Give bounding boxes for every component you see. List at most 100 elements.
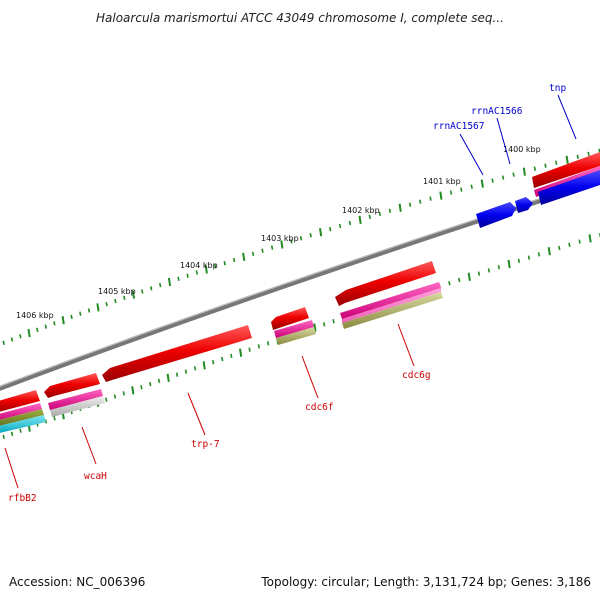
outer-scale-tick — [576, 154, 579, 159]
leader-rfbB2 — [4, 447, 19, 489]
inner-scale-tick — [248, 347, 251, 352]
outer-scale-tick — [319, 228, 323, 237]
map-title: Haloarcula marismortui ATCC 43049 chromo… — [96, 11, 504, 25]
outer-scale-tick — [501, 175, 505, 180]
gene-label-wcaH[interactable]: wcaH — [84, 471, 107, 482]
outer-scale-tick — [141, 289, 144, 294]
outer-scale-tick — [544, 163, 547, 168]
inner-scale-tick — [10, 431, 14, 436]
inner-scale-tick — [323, 322, 326, 327]
inner-scale-tick — [184, 369, 188, 374]
scale-label-1401kbp: 1401 kbp — [423, 177, 461, 186]
outer-scale-tick — [460, 187, 463, 192]
inner-scale-tick — [149, 381, 152, 387]
outer-scale-tick — [480, 179, 484, 188]
leader-rrnAC1566 — [496, 117, 511, 165]
outer-scale-tick — [261, 248, 264, 253]
inner-scale-tick — [2, 434, 5, 440]
outer-scale-tick — [565, 155, 569, 164]
outer-scale-tick — [419, 199, 422, 204]
inner-scale-tick — [105, 397, 108, 402]
outer-scale-tick — [449, 190, 453, 195]
gene-arrow-rrnAC1566[interactable] — [515, 197, 533, 213]
outer-scale-tick — [27, 328, 31, 338]
gene-label-rrnAC1567[interactable]: rrnAC1567 — [433, 121, 484, 132]
inner-scale-tick — [221, 356, 224, 362]
inner-scale-tick — [458, 277, 461, 283]
inner-scale-tick — [487, 268, 491, 273]
gene-label-trp-7[interactable]: trp-7 — [191, 439, 220, 450]
forward-gene-track — [0, 152, 600, 413]
feature-magenta-cdc6g — [340, 282, 441, 319]
outer-scale-tick — [378, 211, 381, 216]
inner-scale-tick — [19, 428, 22, 433]
inner-scale-tick — [467, 272, 471, 281]
inner-scale-tick — [230, 353, 233, 359]
outer-scale-tick — [10, 337, 14, 342]
outer-scale-tick — [338, 223, 342, 229]
inner-scale-tick — [578, 239, 581, 244]
scale-label-1406kbp: 1406 kbp — [16, 311, 54, 320]
inner-scale-tick — [547, 247, 551, 256]
outer-scale-tick — [348, 220, 352, 226]
outer-scale-tick — [214, 264, 217, 269]
gene-arrow-trp-7[interactable] — [102, 325, 252, 382]
outer-scale-tick — [358, 215, 362, 225]
inner-scale-tick — [558, 245, 561, 251]
gene-arrow-wcaH[interactable] — [44, 373, 100, 398]
gene-arrow-tnp[interactable] — [538, 170, 600, 205]
inner-scale-tick — [527, 255, 531, 260]
inner-scale-tick — [175, 372, 179, 377]
outer-scale-tick — [87, 308, 91, 313]
inner-scale-tick — [266, 341, 270, 346]
leader-wcaH — [81, 426, 97, 465]
feature-magenta-wcaH — [48, 389, 103, 410]
outer-scale-tick — [398, 203, 402, 212]
outer-scale-tick — [242, 252, 246, 262]
inner-scale-tick — [239, 348, 243, 357]
outer-scale-tick — [290, 239, 293, 244]
outer-scale-tick — [177, 276, 180, 281]
outer-scale-tick — [408, 202, 412, 207]
inner-scale-tick — [517, 258, 521, 263]
outer-scale-tick — [53, 321, 56, 326]
feature-olive-cdc6f — [276, 327, 316, 345]
outer-scale-tick — [470, 184, 473, 189]
outer-scale-tick — [195, 270, 198, 275]
gene-label-cdc6g[interactable]: cdc6g — [402, 370, 431, 381]
inner-scale-tick — [507, 259, 511, 269]
accession-text: Accession: NC_006396 — [9, 575, 145, 589]
scale-label-1402kbp: 1402 kbp — [342, 206, 380, 215]
reverse-gene-track — [476, 170, 600, 228]
gene-arrow-rrnAC1567[interactable] — [476, 202, 516, 228]
outer-scale-tick — [439, 191, 443, 200]
scale-label-1403kbp: 1403 kbp — [261, 234, 299, 243]
inner-scale-tick — [193, 366, 197, 371]
outer-scale-tick — [270, 245, 274, 250]
inner-scale-tick — [448, 281, 451, 286]
outer-scale-ring — [2, 148, 600, 345]
outer-scale-tick — [61, 316, 65, 325]
gene-label-rfbB2[interactable]: rfbB2 — [8, 493, 37, 504]
gene-label-tnp[interactable]: tnp — [549, 83, 566, 94]
outer-scale-tick — [329, 226, 332, 232]
gene-arrow-cdc6g[interactable] — [335, 261, 436, 306]
outer-scale-tick — [159, 282, 162, 288]
feature-olive-cdc6g — [342, 292, 443, 329]
gene-arrow-rfbB2[interactable] — [0, 390, 40, 413]
gene-label-rrnAC1566[interactable]: rrnAC1566 — [471, 106, 523, 117]
inner-scale-tick — [477, 271, 481, 276]
feature-cyan-rfbB2 — [0, 415, 46, 433]
inner-scale-tick — [497, 265, 501, 270]
outer-scale-tick — [429, 196, 432, 201]
gene-label-cdc6f[interactable]: cdc6f — [305, 402, 334, 413]
inner-scale-tick — [113, 394, 117, 399]
gene-arrow-tnp-forward[interactable] — [532, 152, 600, 188]
inner-scale-tick — [44, 419, 48, 424]
gene-arrow-cdc6f[interactable] — [271, 307, 309, 330]
outer-scale-tick — [280, 240, 284, 249]
feature-magenta-rfbB2 — [0, 403, 42, 420]
leader-trp-7 — [187, 392, 206, 436]
outer-scale-tick — [36, 327, 39, 332]
